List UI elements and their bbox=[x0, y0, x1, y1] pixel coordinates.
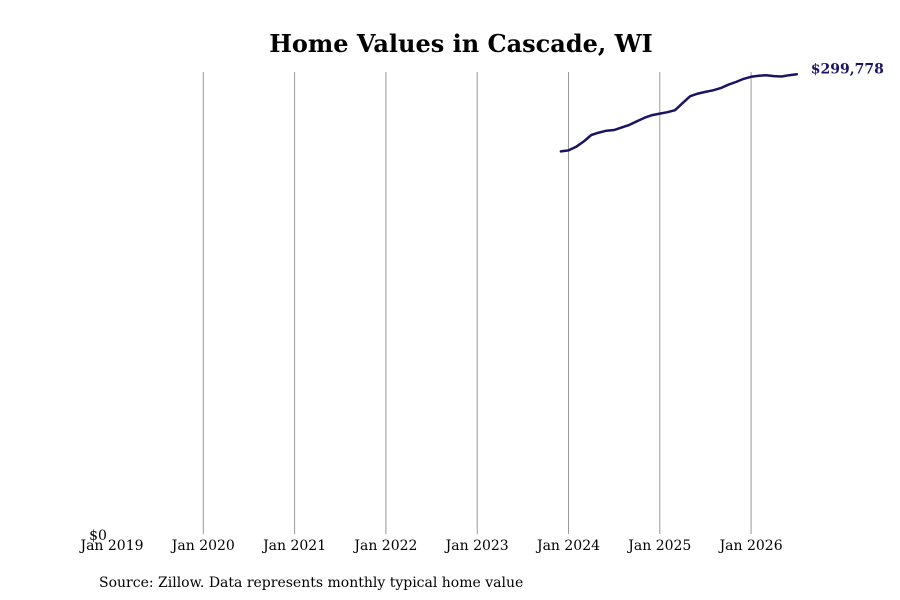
x-tick-label: Jan 2025 bbox=[626, 538, 691, 554]
source-note: Source: Zillow. Data represents monthly … bbox=[99, 575, 523, 591]
x-tick-label: Jan 2024 bbox=[535, 538, 600, 554]
x-tick-label: Jan 2021 bbox=[261, 538, 326, 554]
x-tick-label: Jan 2023 bbox=[444, 538, 509, 554]
x-tick-label: Jan 2020 bbox=[170, 538, 235, 554]
x-tick-label: Jan 2026 bbox=[718, 538, 783, 554]
end-value-label: $299,778 bbox=[811, 61, 884, 77]
series-layer bbox=[559, 73, 799, 153]
x-tick-labels: Jan 2019 Jan 2020 Jan 2021 Jan 2022 Jan 2023… bbox=[78, 538, 782, 554]
x-tick-label: Jan 2019 bbox=[78, 538, 143, 554]
y-tick-label: $0 bbox=[89, 528, 107, 544]
gridlines bbox=[202, 72, 752, 534]
y-tick-labels: $0 bbox=[89, 528, 107, 544]
x-tick-label: Jan 2022 bbox=[352, 538, 417, 554]
series-line bbox=[559, 73, 799, 153]
chart-title: Home Values in Cascade, WI bbox=[269, 29, 653, 58]
